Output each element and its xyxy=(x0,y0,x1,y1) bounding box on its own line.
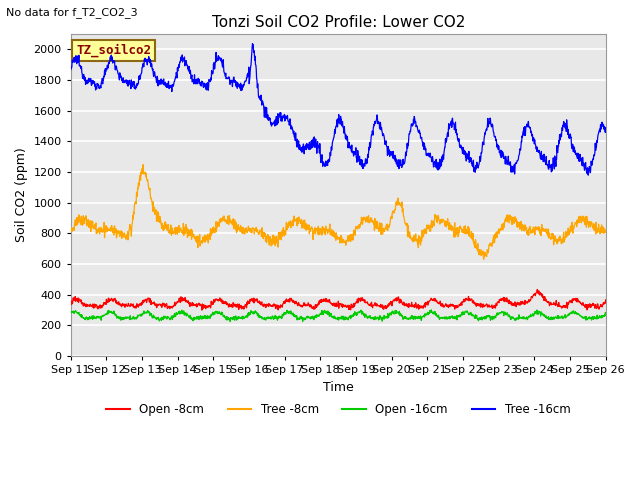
Text: No data for f_T2_CO2_3: No data for f_T2_CO2_3 xyxy=(6,7,138,18)
X-axis label: Time: Time xyxy=(323,381,353,394)
Title: Tonzi Soil CO2 Profile: Lower CO2: Tonzi Soil CO2 Profile: Lower CO2 xyxy=(211,15,465,30)
Text: TZ_soilco2: TZ_soilco2 xyxy=(76,44,151,57)
Y-axis label: Soil CO2 (ppm): Soil CO2 (ppm) xyxy=(15,147,28,242)
Legend: Open -8cm, Tree -8cm, Open -16cm, Tree -16cm: Open -8cm, Tree -8cm, Open -16cm, Tree -… xyxy=(101,398,575,421)
